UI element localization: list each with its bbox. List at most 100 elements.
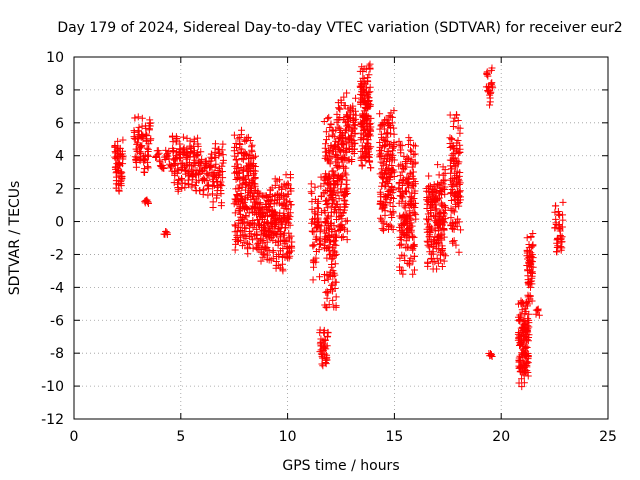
data-point	[330, 222, 338, 230]
data-point	[450, 117, 458, 125]
data-point	[412, 215, 420, 223]
data-point	[340, 93, 348, 101]
data-point	[212, 160, 220, 168]
data-point	[230, 131, 238, 139]
data-point	[524, 359, 532, 367]
data-point	[232, 155, 240, 163]
data-point	[335, 138, 343, 146]
data-point	[339, 224, 347, 232]
data-point	[523, 344, 531, 352]
data-point	[363, 139, 371, 147]
data-point	[287, 187, 295, 195]
y-tick-label: 2	[55, 182, 64, 198]
data-point	[386, 173, 394, 181]
data-point	[399, 194, 407, 202]
data-point	[271, 181, 279, 189]
data-point	[524, 372, 532, 380]
data-point	[351, 121, 359, 129]
data-point	[455, 175, 463, 183]
data-point	[342, 180, 350, 188]
data-point	[249, 236, 257, 244]
data-point	[486, 101, 494, 109]
data-point	[172, 152, 180, 160]
x-tick-label: 10	[279, 429, 297, 445]
data-point	[251, 163, 259, 171]
data-point	[332, 302, 340, 310]
data-point	[211, 163, 219, 171]
data-point	[378, 218, 386, 226]
data-point	[365, 131, 373, 139]
data-point	[331, 252, 339, 260]
data-point	[238, 145, 246, 153]
data-point	[389, 194, 397, 202]
data-point	[246, 137, 254, 145]
data-point	[365, 97, 373, 105]
data-point	[218, 182, 226, 190]
data-point	[251, 152, 259, 160]
data-point	[341, 197, 349, 205]
data-point	[366, 101, 374, 109]
data-point	[211, 140, 219, 148]
data-point	[432, 205, 440, 213]
data-point	[145, 126, 153, 134]
data-point	[448, 165, 456, 173]
data-point	[367, 114, 375, 122]
data-point	[241, 137, 249, 145]
data-point	[440, 233, 448, 241]
data-point	[325, 243, 333, 251]
data-point	[339, 233, 347, 241]
data-point	[198, 155, 206, 163]
data-point	[162, 228, 170, 236]
data-point	[403, 188, 411, 196]
data-point	[205, 181, 213, 189]
data-point	[486, 98, 494, 106]
data-point	[400, 152, 408, 160]
plot-frame	[73, 56, 609, 420]
data-point	[182, 155, 190, 163]
data-point	[160, 165, 168, 173]
data-point	[455, 248, 463, 256]
data-point	[410, 151, 418, 159]
data-point	[144, 199, 152, 207]
data-point	[208, 190, 216, 198]
data-point	[343, 176, 351, 184]
data-point	[281, 238, 289, 246]
data-point	[248, 148, 256, 156]
data-point	[406, 261, 414, 269]
data-point	[436, 234, 444, 242]
y-tick-label: -4	[50, 280, 64, 296]
y-tick-label: -8	[50, 346, 64, 362]
data-point	[244, 250, 252, 258]
data-point	[396, 172, 404, 180]
data-point	[321, 277, 329, 285]
data-point	[326, 180, 334, 188]
data-point	[455, 191, 463, 199]
data-point	[311, 183, 319, 191]
data-point	[406, 146, 414, 154]
data-point	[323, 294, 331, 302]
data-point	[440, 250, 448, 258]
data-point	[533, 306, 541, 314]
y-tick-label: 8	[55, 83, 64, 99]
data-point	[263, 251, 271, 259]
data-point	[440, 226, 448, 234]
data-point	[143, 131, 151, 139]
data-point	[334, 189, 342, 197]
data-point	[323, 356, 331, 364]
data-point	[348, 155, 356, 163]
data-point	[407, 226, 415, 234]
data-point	[115, 187, 123, 195]
data-point	[441, 183, 449, 191]
data-point	[119, 147, 127, 155]
data-point	[249, 224, 257, 232]
data-point	[263, 238, 271, 246]
data-point	[284, 205, 292, 213]
data-point	[322, 140, 330, 148]
data-point	[244, 239, 252, 247]
data-point	[314, 197, 322, 205]
data-point	[262, 192, 270, 200]
data-point	[217, 190, 225, 198]
data-point	[529, 241, 537, 249]
data-point	[381, 201, 389, 209]
